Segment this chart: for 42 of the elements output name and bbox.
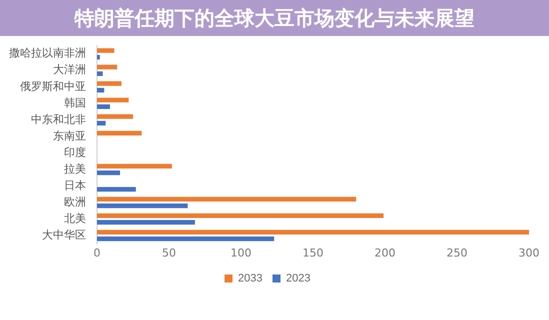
bar [97,130,142,136]
bar [97,120,106,126]
legend-label: 2033 [238,272,263,285]
bar [97,81,122,86]
y-tick-label: 韩国 [64,96,86,110]
bar [97,196,356,202]
bar [97,88,104,93]
bar [97,230,529,235]
bar [97,64,118,70]
bar [97,213,384,218]
bar [97,71,103,76]
bar [97,54,100,60]
y-tick-label: 东南亚 [53,129,86,142]
y-tick-label: 大洋洲 [53,63,86,76]
y-tick-label: 大中华区 [42,228,86,242]
x-tick-label: 50 [162,246,176,260]
bar [97,164,172,168]
y-tick-label: 日本 [64,178,86,192]
y-tick-label: 印度 [64,146,86,159]
x-tick-label: 300 [518,246,540,260]
x-tick-label: 100 [230,246,252,260]
y-tick-label: 北美 [64,212,86,225]
y-tick-label: 俄罗斯和中亚 [20,80,86,93]
bar [97,98,129,102]
x-tick-label: 250 [446,246,468,260]
x-tick-label: 200 [374,246,396,260]
bar [97,104,110,110]
bar [97,220,195,225]
bar [97,48,114,53]
bar [97,204,188,208]
bar [97,114,133,119]
bar [97,236,274,242]
x-tick-label: 150 [302,246,324,260]
bar [97,186,136,192]
y-tick-label: 欧洲 [64,195,86,208]
y-tick-label: 拉美 [64,162,86,176]
legend-label: 2023 [286,272,310,285]
bar [97,170,120,176]
y-tick-label: 撒哈拉以南非洲 [9,46,86,60]
y-tick-label: 中东和北非 [31,112,86,126]
x-tick-label: 0 [94,246,100,260]
chart-title: 特朗普任期下的全球大豆市场变化与未来展望 [0,0,549,36]
